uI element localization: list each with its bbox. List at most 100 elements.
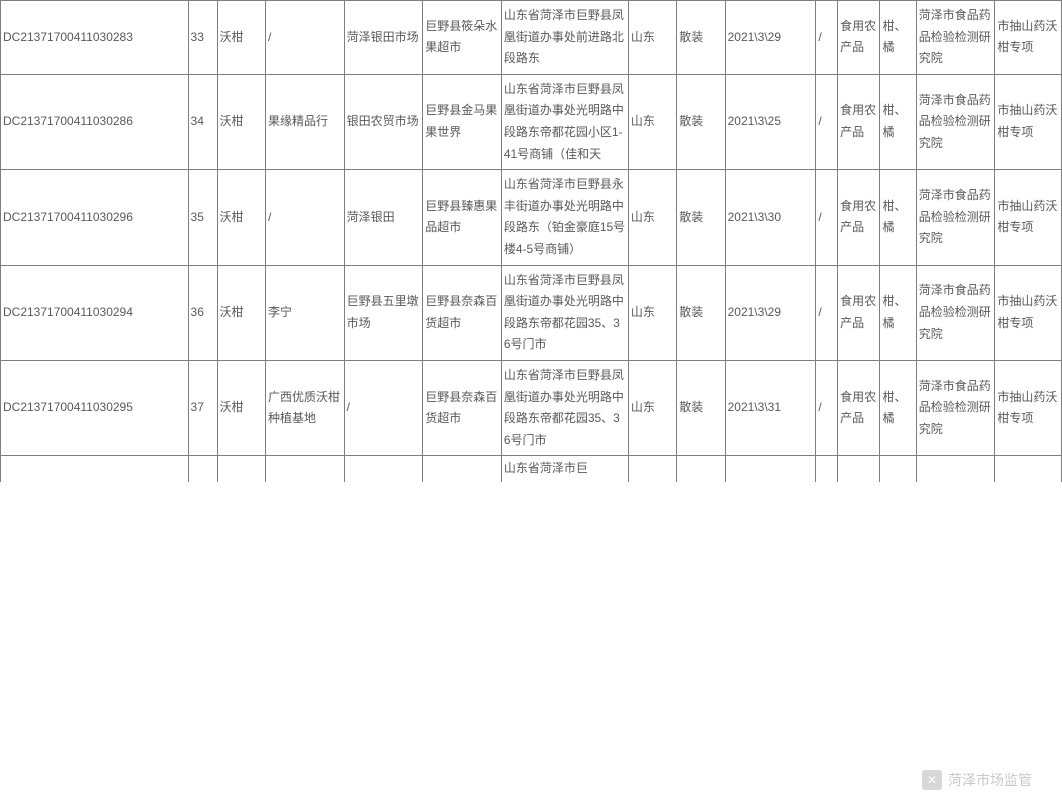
cell-market: 银田农贸市场 [344,74,423,169]
cell-id [1,456,189,482]
cell-market: 菏泽银田市场 [344,1,423,75]
cell-supplier: / [265,1,344,75]
watermark: ✕ 菏泽市场监管 [922,770,1032,790]
cell-lab: 菏泽市食品药品检验检测研究院 [916,360,995,455]
cell-seq: 37 [188,360,217,455]
cell-plan: 市抽山药沃柑专项 [995,360,1062,455]
cell-id: DC21371700411030296 [1,170,189,265]
table-row: DC2137170041103028634沃柑果缘精品行银田农贸市场巨野县金马果… [1,74,1062,169]
cell-supplier: 果缘精品行 [265,74,344,169]
cell-address: 山东省菏泽市巨野县凤凰街道办事处光明路中段路东帝都花园35、36号门市 [501,265,628,360]
cell-pack [677,456,725,482]
cell-market [344,456,423,482]
cell-c10: / [816,1,838,75]
cell-address: 山东省菏泽市巨 [501,456,628,482]
cell-subcat [880,456,916,482]
cell-date: 2021\3\30 [725,170,816,265]
cell-address: 山东省菏泽市巨野县凤凰街道办事处光明路中段路东帝都花园35、36号门市 [501,360,628,455]
table-row: DC2137170041103028333沃柑/菏泽银田市场巨野县筱朵水果超市山… [1,1,1062,75]
cell-seq: 35 [188,170,217,265]
cell-pack: 散装 [677,265,725,360]
cell-province: 山东 [628,1,676,75]
cell-c10: / [816,265,838,360]
cell-date: 2021\3\31 [725,360,816,455]
cell-subcat: 柑、橘 [880,360,916,455]
cell-market: 巨野县五里墩市场 [344,265,423,360]
cell-c10: / [816,360,838,455]
cell-plan: 市抽山药沃柑专项 [995,74,1062,169]
cell-pack: 散装 [677,1,725,75]
cell-c10: / [816,170,838,265]
cell-product [217,456,265,482]
cell-market: 菏泽银田 [344,170,423,265]
cell-vendor: 巨野县筱朵水果超市 [423,1,502,75]
cell-seq: 33 [188,1,217,75]
cell-category: 食用农产品 [838,265,880,360]
cell-province: 山东 [628,74,676,169]
cell-subcat: 柑、橘 [880,74,916,169]
cell-pack: 散装 [677,74,725,169]
cell-c10 [816,456,838,482]
cell-lab: 菏泽市食品药品检验检测研究院 [916,170,995,265]
cell-date: 2021\3\29 [725,1,816,75]
cell-category [838,456,880,482]
cell-address: 山东省菏泽市巨野县凤凰街道办事处光明路中段路东帝都花园小区1-41号商铺（佳和天 [501,74,628,169]
cell-product: 沃柑 [217,74,265,169]
cell-category: 食用农产品 [838,360,880,455]
cell-category: 食用农产品 [838,1,880,75]
cell-address: 山东省菏泽市巨野县凤凰街道办事处前进路北段路东 [501,1,628,75]
cell-id: DC21371700411030295 [1,360,189,455]
cell-lab [916,456,995,482]
cell-province: 山东 [628,265,676,360]
cell-vendor: 巨野县奈森百货超市 [423,265,502,360]
cell-supplier [265,456,344,482]
cell-province [628,456,676,482]
cell-date: 2021\3\25 [725,74,816,169]
cell-subcat: 柑、橘 [880,170,916,265]
cell-vendor [423,456,502,482]
cell-plan: 市抽山药沃柑专项 [995,265,1062,360]
cell-lab: 菏泽市食品药品检验检测研究院 [916,265,995,360]
table-row: DC2137170041103029635沃柑/菏泽银田巨野县臻惠果品超市山东省… [1,170,1062,265]
cell-province: 山东 [628,170,676,265]
cell-product: 沃柑 [217,1,265,75]
cell-vendor: 巨野县金马果果世界 [423,74,502,169]
wechat-icon: ✕ [922,770,942,790]
cell-pack: 散装 [677,360,725,455]
cell-lab: 菏泽市食品药品检验检测研究院 [916,74,995,169]
cell-supplier: / [265,170,344,265]
cell-id: DC21371700411030286 [1,74,189,169]
cell-product: 沃柑 [217,360,265,455]
cell-subcat: 柑、橘 [880,1,916,75]
table-row: DC2137170041103029537沃柑广西优质沃柑种植基地/巨野县奈森百… [1,360,1062,455]
cell-product: 沃柑 [217,170,265,265]
cell-pack: 散装 [677,170,725,265]
table-row-partial: 山东省菏泽市巨 [1,456,1062,482]
cell-subcat: 柑、橘 [880,265,916,360]
cell-id: DC21371700411030294 [1,265,189,360]
cell-c10: / [816,74,838,169]
cell-lab: 菏泽市食品药品检验检测研究院 [916,1,995,75]
watermark-text: 菏泽市场监管 [948,770,1032,790]
table-row: DC2137170041103029436沃柑李宁巨野县五里墩市场巨野县奈森百货… [1,265,1062,360]
cell-plan [995,456,1062,482]
cell-market: / [344,360,423,455]
data-table: DC2137170041103028333沃柑/菏泽银田市场巨野县筱朵水果超市山… [0,0,1062,482]
cell-product: 沃柑 [217,265,265,360]
cell-vendor: 巨野县臻惠果品超市 [423,170,502,265]
cell-category: 食用农产品 [838,74,880,169]
cell-category: 食用农产品 [838,170,880,265]
cell-seq: 34 [188,74,217,169]
cell-supplier: 广西优质沃柑种植基地 [265,360,344,455]
cell-id: DC21371700411030283 [1,1,189,75]
cell-plan: 市抽山药沃柑专项 [995,1,1062,75]
cell-seq: 36 [188,265,217,360]
cell-province: 山东 [628,360,676,455]
cell-plan: 市抽山药沃柑专项 [995,170,1062,265]
cell-vendor: 巨野县奈森百货超市 [423,360,502,455]
cell-date [725,456,816,482]
cell-date: 2021\3\29 [725,265,816,360]
cell-seq [188,456,217,482]
cell-address: 山东省菏泽市巨野县永丰街道办事处光明路中段路东（铂金豪庭15号楼4-5号商铺） [501,170,628,265]
cell-supplier: 李宁 [265,265,344,360]
